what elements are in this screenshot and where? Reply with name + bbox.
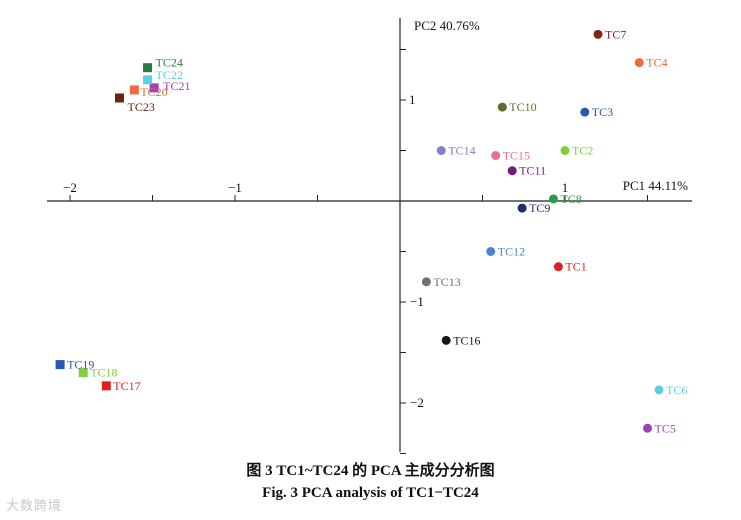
- point-tc1: [553, 262, 563, 272]
- data-points: [55, 29, 664, 433]
- x-tick-label: −1: [228, 180, 242, 195]
- point-tc7: [593, 29, 603, 39]
- point-tc21: [149, 83, 159, 93]
- point-tc22: [143, 75, 153, 85]
- x-tick-label: −2: [63, 180, 77, 195]
- label-tc3: TC3: [592, 105, 613, 119]
- label-tc7: TC7: [605, 27, 626, 41]
- label-tc16: TC16: [453, 333, 480, 347]
- label-tc24: TC24: [156, 56, 183, 70]
- label-tc5: TC5: [655, 421, 676, 435]
- label-tc18: TC18: [90, 366, 117, 380]
- label-tc1: TC1: [565, 260, 586, 274]
- point-tc8: [548, 194, 558, 204]
- label-tc2: TC2: [572, 144, 593, 158]
- point-tc17: [101, 381, 111, 391]
- pca-scatter-chart: −2 −1 1 1 −1 −2 PC2 40.76% PC1 44.11% TC1 TC2 TC3…: [47, 18, 692, 454]
- label-tc9: TC9: [529, 201, 550, 215]
- point-tc24: [143, 63, 153, 73]
- point-tc14: [436, 146, 446, 155]
- x-tick-label: 1: [562, 180, 569, 195]
- point-tc10: [497, 102, 507, 112]
- label-tc21: TC21: [163, 79, 190, 93]
- point-tc3: [580, 107, 590, 117]
- label-tc12: TC12: [498, 245, 525, 259]
- point-tc2: [560, 146, 570, 155]
- point-tc18: [78, 368, 88, 378]
- label-tc4: TC4: [646, 56, 667, 70]
- point-tc20: [129, 85, 139, 95]
- label-tc19: TC19: [67, 358, 94, 372]
- label-tc10: TC10: [509, 100, 536, 114]
- watermark: 大数跨境: [6, 499, 63, 514]
- point-tc13: [421, 277, 431, 287]
- y-tick-label: −2: [410, 395, 424, 410]
- point-tc4: [634, 58, 644, 68]
- y-axis-title: PC2 40.76%: [414, 18, 480, 33]
- label-tc11: TC11: [519, 164, 546, 178]
- label-tc13: TC13: [433, 275, 460, 289]
- figure-caption-chinese: 图 3 TC1~TC24 的 PCA 主成分分析图: [246, 463, 495, 479]
- point-tc19: [55, 360, 65, 370]
- point-tc6: [654, 385, 664, 395]
- label-tc23: TC23: [128, 100, 155, 114]
- label-tc17: TC17: [113, 379, 140, 393]
- point-tc16: [441, 335, 451, 345]
- axes: −2 −1 1 1 −1 −2 PC2 40.76% PC1 44.11%: [47, 18, 692, 454]
- point-tc9: [517, 203, 527, 213]
- point-tc11: [507, 166, 517, 176]
- label-tc15: TC15: [503, 149, 530, 163]
- point-tc12: [486, 247, 496, 256]
- y-tick-label: −1: [410, 294, 424, 309]
- point-labels: TC1 TC2 TC3 TC4 TC5 TC6 TC7 TC8 TC9 TC10 TC11 TC12 T…: [67, 27, 687, 435]
- label-tc6: TC6: [666, 383, 687, 397]
- label-tc8: TC8: [560, 192, 581, 206]
- label-tc22: TC22: [156, 68, 183, 82]
- point-tc15: [491, 151, 501, 161]
- y-tick-label: 1: [409, 92, 416, 107]
- figure-caption-english: Fig. 3 PCA analysis of TC1−TC24: [262, 485, 479, 501]
- point-tc23: [115, 93, 124, 103]
- label-tc14: TC14: [448, 144, 475, 158]
- point-tc5: [643, 423, 652, 433]
- label-tc20: TC20: [140, 85, 167, 99]
- x-axis-title: PC1 44.11%: [623, 178, 688, 193]
